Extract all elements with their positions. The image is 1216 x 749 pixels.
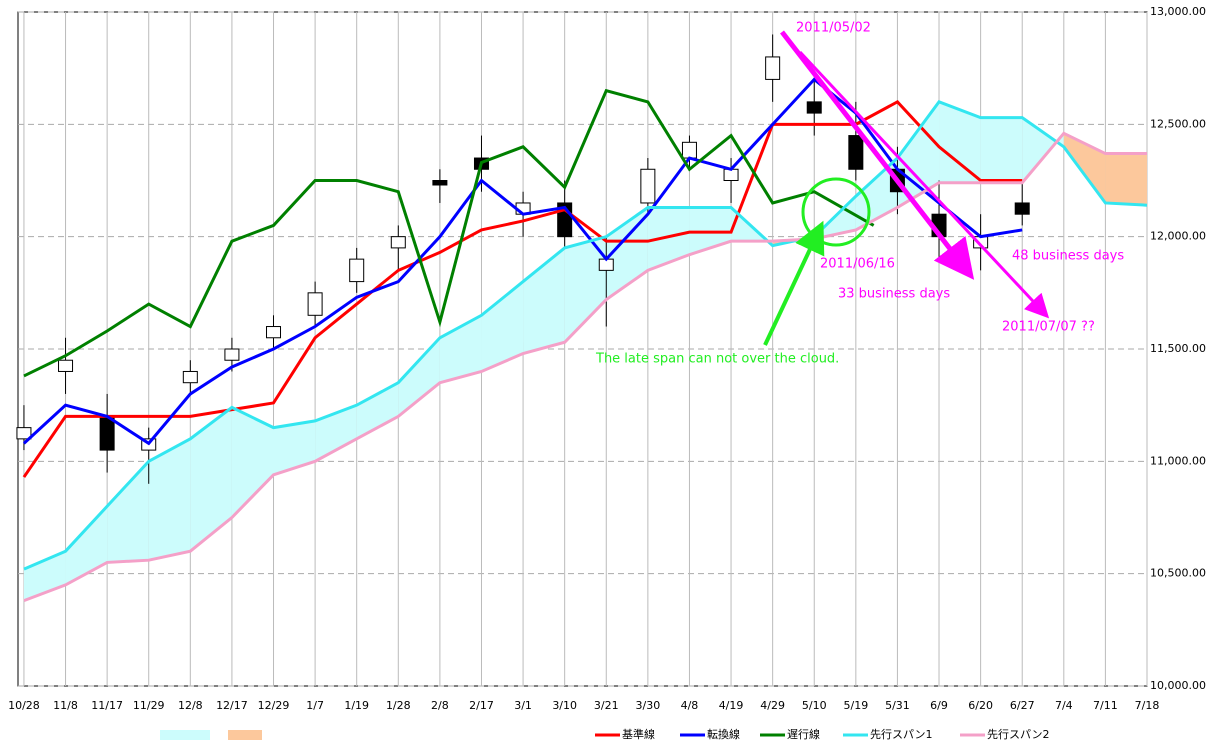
annotation: 2011/06/16 <box>820 257 895 272</box>
y-tick-label: 13,000.00 <box>1150 5 1206 18</box>
cloud <box>1063 133 1106 203</box>
x-tick-label: 6/9 <box>930 699 948 712</box>
x-tick-label: 4/29 <box>760 699 785 712</box>
cloud <box>481 281 524 372</box>
legend-label: 先行スパン1 <box>870 728 933 741</box>
x-tick-label: 11/17 <box>91 699 123 712</box>
cloud <box>356 382 399 439</box>
arrow <box>763 220 825 346</box>
cloud <box>980 117 1023 183</box>
cloud <box>939 101 981 183</box>
annotation: The late span can not over the cloud. <box>595 352 839 367</box>
cloud <box>398 337 440 417</box>
x-tick-label: 1/19 <box>344 699 369 712</box>
cloud <box>1105 153 1147 206</box>
x-tick-label: 10/28 <box>8 699 40 712</box>
y-tick-label: 10,000.00 <box>1150 679 1206 692</box>
x-tick-label: 2/8 <box>431 699 449 712</box>
x-tick-label: 4/8 <box>681 699 699 712</box>
candle-body <box>681 141 697 159</box>
cloud <box>107 461 149 563</box>
x-tick-label: 12/8 <box>178 699 203 712</box>
x-tick-label: 7/11 <box>1093 699 1118 712</box>
candle-body <box>58 359 74 372</box>
x-tick-label: 3/21 <box>594 699 619 712</box>
candle-body <box>390 236 406 249</box>
cloud <box>564 236 607 343</box>
y-tick-label: 12,500.00 <box>1150 117 1206 130</box>
arrow <box>780 30 975 280</box>
x-tick-label: 1/7 <box>306 699 324 712</box>
line <box>23 131 1147 603</box>
legend-label: 遅行線 <box>787 727 820 741</box>
x-tick-label: 3/10 <box>552 699 577 712</box>
candle-body <box>16 427 32 440</box>
candle-body <box>806 101 822 114</box>
annotation: 2011/07/07 ?? <box>1002 320 1095 335</box>
cloud <box>190 407 232 552</box>
y-tick-label: 10,500.00 <box>1150 567 1206 580</box>
legend-label: 転換線 <box>707 727 740 741</box>
candle-body <box>307 292 323 316</box>
candle-body <box>723 168 739 181</box>
arrow <box>798 50 1050 319</box>
circle <box>801 177 871 247</box>
cloud <box>273 420 316 475</box>
y-tick-label: 12,000.00 <box>1150 230 1206 243</box>
candle-body <box>848 135 864 170</box>
x-tick-label: 5/31 <box>885 699 910 712</box>
line <box>23 88 875 378</box>
x-tick-label: 7/18 <box>1135 699 1160 712</box>
cloud <box>65 506 108 585</box>
cloud <box>148 438 191 561</box>
x-tick-label: 1/28 <box>386 699 411 712</box>
x-tick-label: 11/29 <box>133 699 165 712</box>
x-tick-label: 2/17 <box>469 699 494 712</box>
candle-body <box>765 56 781 80</box>
x-tick-label: 6/27 <box>1010 699 1035 712</box>
legend-label: 先行スパン2 <box>987 728 1050 741</box>
cloud <box>439 315 482 383</box>
x-tick-label: 3/30 <box>636 699 661 712</box>
candle-body <box>224 348 240 361</box>
cloud <box>1022 117 1064 183</box>
line <box>23 100 1148 571</box>
annotation: 48 business days <box>1012 249 1124 264</box>
candle-body <box>1014 202 1030 215</box>
legend: 基準線 転換線 遅行線 先行スパン1 先行スパン2 <box>160 727 1050 741</box>
cloud <box>647 207 690 271</box>
y-tick-label: 11,500.00 <box>1150 342 1206 355</box>
x-tick-label: 4/19 <box>719 699 744 712</box>
legend-label: 基準線 <box>622 727 655 741</box>
x-tick-label: 3/1 <box>514 699 532 712</box>
candle-body <box>432 180 448 186</box>
candle-body <box>99 415 115 451</box>
x-tick-label: 12/17 <box>216 699 248 712</box>
x-tick-label: 12/29 <box>258 699 290 712</box>
x-tick-label: 11/8 <box>53 699 78 712</box>
candle-body <box>640 168 656 204</box>
legend-swatch <box>160 730 210 740</box>
cloud <box>897 101 940 208</box>
candle-body <box>182 370 198 384</box>
annotation: 33 business days <box>838 287 950 302</box>
annotation: 2011/05/02 <box>796 21 871 36</box>
annotations: 2011/05/02 2011/06/16 33 business days 4… <box>595 21 1124 367</box>
x-tick-label: 7/4 <box>1055 699 1073 712</box>
legend-swatch <box>228 730 262 740</box>
y-tick-label: 11,000.00 <box>1150 454 1206 467</box>
cloud <box>315 405 357 462</box>
candle-body <box>349 258 365 283</box>
candle-body <box>266 326 282 339</box>
x-tick-label: 5/19 <box>843 699 868 712</box>
cloud <box>231 407 274 518</box>
x-tick-label: 5/10 <box>802 699 827 712</box>
x-tick-label: 6/20 <box>968 699 993 712</box>
